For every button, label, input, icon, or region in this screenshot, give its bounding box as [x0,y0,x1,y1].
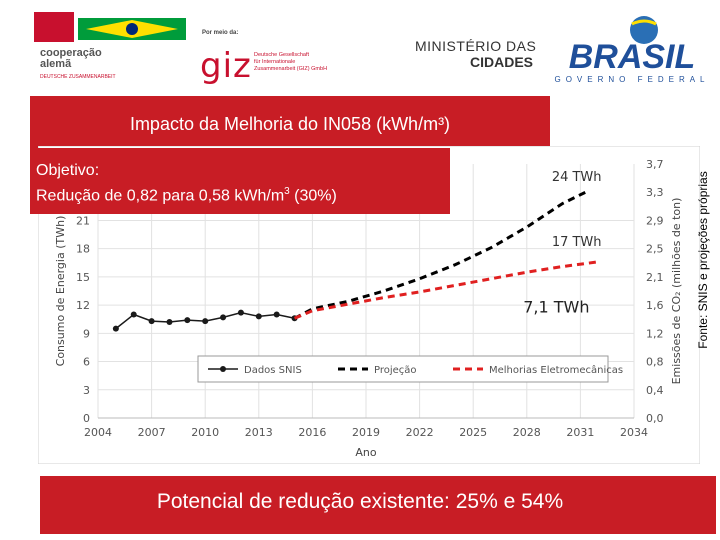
y-tick-right: 3,7 [646,158,664,171]
x-tick: 2031 [566,426,594,439]
x-tick: 2034 [620,426,648,439]
x-tick: 2016 [298,426,326,439]
y-tick-right: 0,8 [646,356,664,369]
data-point [184,317,191,324]
objective-suffix: (30%) [289,187,337,205]
annotation-17-twh: 17 TWh [552,235,602,250]
coop-line3: DEUTSCHE ZUSAMMENARBEIT [40,74,116,80]
brasil-word: BRASIL [569,38,696,76]
giz-line1: Deutsche Gesellschaft [254,52,310,58]
y-tick-left: 15 [76,271,90,284]
x-axis-label: Ano [355,446,376,459]
coop-line2: alemã [40,58,72,70]
y-tick-right: 2,9 [646,214,664,227]
y-tick-left: 6 [83,356,90,369]
x-tick: 2007 [138,426,166,439]
data-point [130,311,137,318]
y-tick-right: 2,1 [646,271,664,284]
giz-line2: für Internationale [254,59,296,65]
data-point [220,314,227,321]
giz-wordmark: giz [200,46,252,86]
bottom-banner [40,476,716,534]
coop-line1: cooperação [40,47,102,59]
data-point [112,325,119,332]
x-tick: 2028 [513,426,541,439]
y-tick-left: 21 [76,214,90,227]
ministry-line1: MINISTÉRIO DAS [415,38,537,54]
series-layer [112,188,599,332]
y-axis-label-right: Emissões de CO₂ (milhões de ton) [670,198,683,385]
giz-line3: Zusammenarbeit (GIZ) GmbH [254,66,328,72]
bottom-text: Potencial de redução existente: 25% e 54… [156,490,564,513]
y-tick-right: 0,4 [646,384,664,397]
chart-legend: Dados SNIS Projeção Melhorias Eletromecâni… [197,355,623,383]
data-point [255,313,262,320]
y-tick-left: 12 [76,299,90,312]
objective-box: Objetivo: Redução de 0,82 para 0,58 kWh/… [30,148,450,214]
x-tick: 2019 [352,426,380,439]
y-tick-right: 0,0 [646,412,664,425]
y-tick-right: 3,3 [646,186,664,199]
data-point [202,318,209,325]
y-tick-left: 18 [76,243,90,256]
legend-label: Melhorias Eletromecânicas [489,364,623,376]
legend-label: Projeção [374,365,417,376]
brasil-subtitle: GOVERNO FEDERAL [554,75,709,84]
objective-line: Redução de 0,82 para 0,58 kWh/m3 (30%) [36,181,450,206]
giz-by-label: Por meio da: [202,30,239,36]
giz-logo: Por meio da: giz Deutsche Gesellschaft f… [200,30,400,86]
x-tick: 2025 [459,426,487,439]
y-tick-right: 1,2 [646,327,664,340]
logo-bar: cooperação alemã DEUTSCHE ZUSAMMENARBEIT… [0,0,720,92]
ministry-line2: CIDADES [469,54,533,70]
cooperacao-alema-logo: cooperação alemã DEUTSCHE ZUSAMMENARBEIT [34,12,186,82]
objective-text: Redução de 0,82 para 0,58 kWh/m [36,187,285,205]
x-tick: 2013 [245,426,273,439]
annotation-24-twh: 24 TWh [552,170,602,185]
source-note: Fonte: SNIS e projeções próprias [696,171,710,349]
data-point [273,311,280,318]
right-axis-ticks: 0,0 0,4 0,8 1,2 1,6 2,1 2,5 2,9 3,3 3,7 [646,158,664,425]
data-point [237,309,244,316]
objective-sup: 3 [284,186,290,197]
series-line-2 [293,260,599,320]
ministry-logo: MINISTÉRIO DAS CIDADES [415,38,545,70]
legend-marker [220,366,226,372]
y-tick-left: 3 [83,384,90,397]
title-banner [30,96,550,148]
y-tick-right: 1,6 [646,299,664,312]
objective-label: Objetivo: [36,162,100,179]
series-line-1 [293,188,590,320]
x-tick: 2022 [406,426,434,439]
x-tick: 2010 [191,426,219,439]
brazil-flag-icon [78,18,186,40]
y-tick-left: 0 [83,412,90,425]
x-tick: 2004 [84,426,112,439]
y-tick-left: 9 [83,327,90,340]
data-point [148,318,155,325]
annotation-7-twh: 7,1 TWh [523,298,589,317]
cooperation-emblem-icon [34,12,74,42]
legend-label: Dados SNIS [244,365,302,376]
x-axis-ticks: 2004 2007 2010 2013 2016 2019 2022 2025 2028 2031… [84,426,648,439]
y-tick-right: 2,5 [646,243,664,256]
brasil-governo-federal-logo: BRASIL GOVERNO FEDERAL [554,16,709,84]
legend-frame [197,355,609,383]
data-point [166,319,173,326]
y-axis-label-left: Consumo de Energia (TWh) [54,216,67,367]
left-axis-ticks: 0 3 6 9 12 15 18 21 [76,214,90,425]
slide-title: Impacto da Melhoria do IN058 (kWh/m³) [129,114,451,134]
